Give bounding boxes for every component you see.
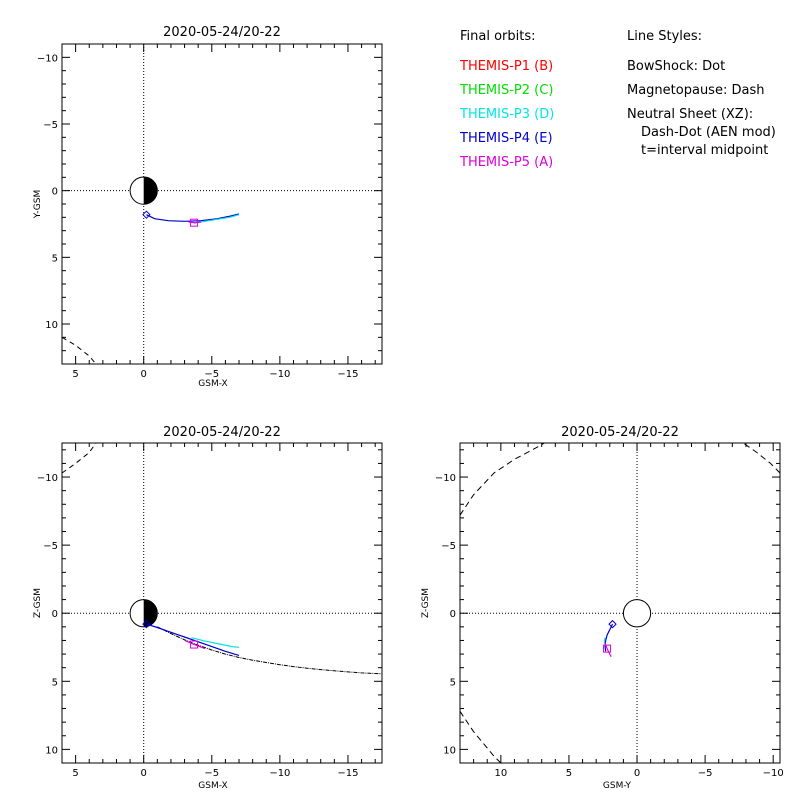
xz-plot-frame [61,442,383,764]
xy-ytick-label: 10 [45,320,58,331]
xz-ytick-label: 0 [52,609,58,620]
xy-x-axis-label: GSM-X [198,379,227,389]
xy-xtick-label: 5 [72,369,78,380]
xy-ytick-label: 0 [52,187,58,198]
xy-ytick-label: −10 [37,53,58,64]
xz-boundary-curve [61,442,97,474]
yz-start-marker [608,619,617,629]
xy-axes: 5 0 −5 −10 −15 −10 −5 0 5 10 [37,43,382,380]
xz-xtick-label: 5 [72,768,78,779]
line-style-legend-title: Line Styles: [627,29,702,44]
xz-ytick-label: 5 [52,677,58,688]
yz-ytick-label: 10 [443,745,456,756]
xy-orbit-themis-p4-e [146,213,240,222]
xy-start-marker [142,210,151,219]
xz-xtick-label: −15 [337,768,358,779]
xz-y-axis-label: Z-GSM [33,588,43,618]
xy-xtick-label: −15 [337,369,358,380]
xy-orbit-panel: 2020-05-24/20-22 5 0 −5 −10 −15 −10 −5 0 5 10 GSM… [33,25,383,389]
yz-ytick-label: −10 [435,473,456,484]
yz-xtick-label: −5 [698,768,713,779]
line-style-legend: Line Styles: BowShock: Dot Magnetopause:… [627,29,776,158]
line-style-dash-dot: Dash-Dot (AEN mod) [641,125,776,140]
yz-plot-title: 2020-05-24/20-22 [561,425,679,440]
yz-orbit-themis-p5-a [604,642,612,658]
yz-xtick-label: 10 [494,768,507,779]
yz-ytick-label: −5 [441,541,456,552]
xz-start-marker [142,619,151,629]
yz-plot-frame [459,442,781,764]
xz-plot-content [61,442,383,763]
legend-themis-p5: THEMIS-P5 (A) [459,155,553,170]
xz-ytick-label: 10 [45,745,58,756]
legend-themis-p4: THEMIS-P4 (E) [459,131,553,146]
legend-themis-p2: THEMIS-P2 (C) [459,83,553,98]
xz-plot-title: 2020-05-24/20-22 [163,425,281,440]
xy-earth-night-side [143,177,158,205]
line-style-neutral-sheet: Neutral Sheet (XZ): [627,107,753,122]
xz-orbit-panel: 2020-05-24/20-22 5 0 −5 −10 −15 −10 −5 0 5 10 GSM… [33,425,383,791]
legend-themis-p3: THEMIS-P3 (D) [459,107,554,122]
xz-orbit-themis-p3-d [191,637,240,648]
xz-xtick-label: 0 [141,768,147,779]
yz-magnetopause-0 [459,711,502,764]
yz-midpoint-marker [603,644,612,653]
xy-xtick-label: −5 [204,369,219,380]
xz-orbit-themis-p5-a [184,639,206,650]
xz-ytick-label: −5 [43,541,58,552]
xz-neutral-sheet [157,626,383,675]
yz-plot-content [459,442,781,764]
xy-ytick-label: 5 [52,253,58,264]
orbit-legend-title: Final orbits: [460,29,536,44]
xz-midpoint-marker [190,640,199,649]
xy-midpoint-marker [190,218,199,227]
xy-plot-content [61,44,382,365]
line-style-bowshock: BowShock: Dot [627,59,725,74]
xz-axes: 5 0 −5 −10 −15 −10 −5 0 5 10 [37,443,382,779]
xz-x-axis-label: GSM-X [198,781,227,791]
yz-xtick-label: 0 [634,768,640,779]
xy-xtick-label: −10 [269,369,290,380]
xz-ytick-label: −10 [37,473,58,484]
yz-axes: 10 5 0 −5 −10 −10 −5 0 5 10 [435,443,784,779]
yz-xtick-label: 5 [566,768,572,779]
yz-ytick-label: 5 [450,677,456,688]
yz-orbit-themis-p4-e [604,623,614,652]
xz-xtick-label: −10 [269,768,290,779]
xz-orbit-themis-p4-e [146,623,240,656]
yz-x-axis-label: GSM-Y [603,781,632,791]
orbit-legend: Final orbits: THEMIS-P1 (B) THEMIS-P2 (C… [459,29,554,170]
xy-boundary-curve [61,336,97,365]
yz-ytick-label: 0 [450,609,456,620]
xy-xtick-label: 0 [141,369,147,380]
xz-xtick-label: −5 [204,768,219,779]
line-style-magnetopause: Magnetopause: Dash [627,83,764,98]
line-style-midpoint-note: t=interval midpoint [641,143,768,158]
yz-orbit-panel: 2020-05-24/20-22 10 5 0 −5 −10 −10 −5 0 5 10 GSM-… [421,425,784,791]
xy-plot-frame [61,43,383,365]
xy-y-axis-label: Y-GSM [33,190,43,219]
yz-xtick-label: −10 [763,768,784,779]
legend-themis-p1: THEMIS-P1 (B) [459,59,553,74]
xy-ytick-label: −5 [43,120,58,131]
xy-orbit-themis-p3-d [193,214,240,224]
xz-earth-night-side [143,599,158,627]
yz-magnetopause-1 [459,442,545,516]
yz-y-axis-label: Z-GSM [421,588,431,618]
yz-earth [622,599,652,628]
xy-plot-title: 2020-05-24/20-22 [163,25,281,40]
yz-magnetopause-2 [742,442,781,474]
